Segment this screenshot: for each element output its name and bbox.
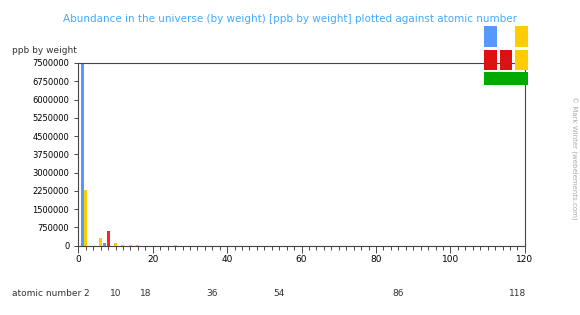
Text: © Mark Winter (webelements.com): © Mark Winter (webelements.com) [570,96,577,219]
Bar [84,190,87,246]
Text: ppb by weight: ppb by weight [12,46,77,55]
Bar [99,238,102,246]
Text: 10: 10 [110,289,121,298]
Bar [81,63,84,246]
Bar [107,231,110,246]
Text: 36: 36 [206,289,218,298]
Text: 54: 54 [274,289,285,298]
Text: Abundance in the universe (by weight) [ppb by weight] plotted against atomic num: Abundance in the universe (by weight) [p… [63,14,517,24]
Bar [114,243,117,246]
Text: 2: 2 [83,289,89,298]
Bar [484,50,497,70]
Text: 118: 118 [509,289,526,298]
Bar [515,50,528,70]
Bar [136,245,139,246]
Bar [103,243,106,246]
Text: 18: 18 [140,289,151,298]
Bar [121,245,125,246]
Bar [129,245,132,246]
Text: atomic number: atomic number [12,289,81,298]
Bar [499,50,512,70]
Bar [484,26,497,47]
Text: 86: 86 [393,289,404,298]
Bar [515,26,528,47]
